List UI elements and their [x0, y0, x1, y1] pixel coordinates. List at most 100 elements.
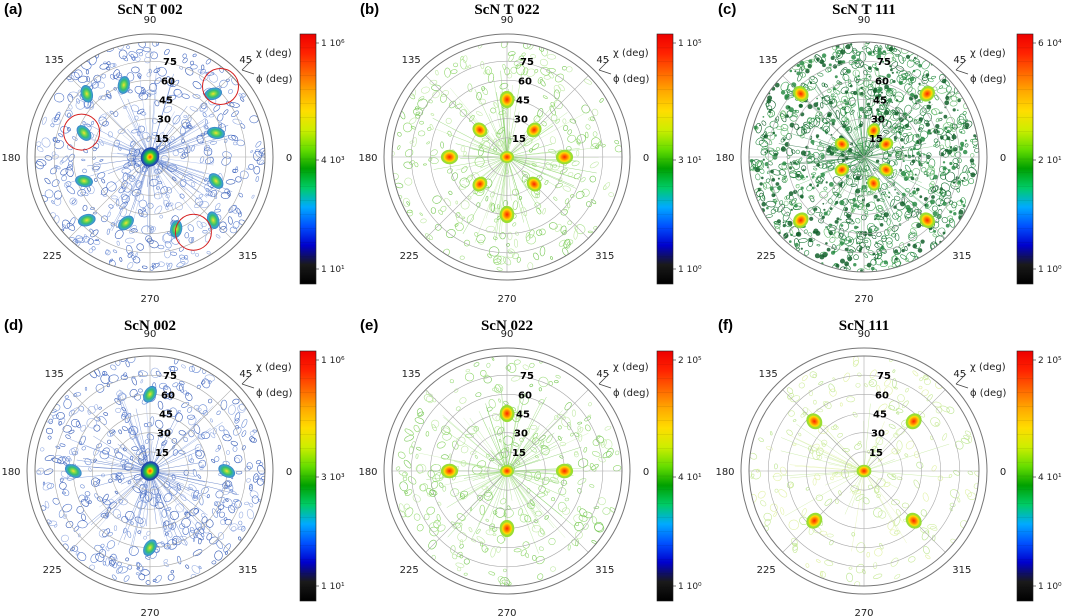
outer-ring — [391, 355, 623, 587]
phi-tick-label: 225 — [43, 565, 62, 576]
outer-ring-2 — [26, 33, 274, 281]
chi-tick-label: 15 — [155, 448, 169, 459]
peak-5 — [856, 464, 872, 478]
peak-10 — [867, 176, 881, 191]
chi-tick-label: 30 — [157, 429, 171, 440]
phi-tick-label: 225 — [400, 565, 419, 576]
chi-tick-label: 45 — [159, 410, 173, 421]
phi-arrow — [241, 383, 255, 389]
phi-tick-label: 45 — [953, 369, 966, 380]
peak-4 — [64, 464, 82, 478]
axis-legend: χ (deg) ϕ (deg) — [598, 362, 650, 399]
outer-ring — [748, 41, 980, 273]
peak-7 — [472, 176, 488, 192]
colorbar: 6 10⁴ 2 10¹ 1 10⁰ — [1016, 33, 1062, 285]
chi-tick-label: 15 — [869, 134, 883, 145]
colorbar-label: 1 10⁵ — [678, 39, 702, 49]
outer-ring-2 — [26, 347, 274, 595]
contour-texture — [749, 42, 979, 272]
phi-axis-label: ϕ (deg) — [256, 388, 293, 399]
chi-arrow — [955, 373, 967, 385]
phi-tick-label: 45 — [596, 369, 609, 380]
colorbar-label: 6 10⁴ — [1038, 39, 1062, 49]
chi-arrow — [598, 373, 610, 385]
phi-tick-label: 270 — [497, 294, 516, 305]
chi-tick-label: 75 — [877, 371, 891, 382]
outer-ring-2 — [383, 33, 631, 281]
phi-tick-label: 90 — [144, 15, 157, 26]
colorbar: 2 10⁵ 4 10¹ 1 10⁰ — [656, 350, 702, 602]
chi-tick-label: 60 — [161, 76, 175, 87]
chi-tick-label: 30 — [514, 429, 528, 440]
peak-4 — [555, 149, 574, 165]
phi-tick-label: 0 — [286, 467, 292, 478]
chi-tick-label: 45 — [873, 410, 887, 421]
axis-legend: χ (deg) ϕ (deg) — [955, 48, 1007, 85]
panel-letter: (a) — [4, 1, 22, 18]
peak-1 — [919, 86, 935, 102]
chi-tick-label: 60 — [875, 390, 889, 401]
phi-axis-label: ϕ (deg) — [970, 388, 1007, 399]
chi-tick-label: 30 — [871, 429, 885, 440]
peak-3 — [793, 212, 809, 228]
colorbar-label: 1 10⁰ — [678, 265, 702, 275]
phi-axis-label: ϕ (deg) — [613, 74, 650, 85]
phi-axis-label: ϕ (deg) — [970, 74, 1007, 85]
colorbar-label: 2 10⁵ — [1038, 356, 1062, 366]
peak-5 — [500, 465, 514, 477]
peak-6 — [834, 137, 850, 151]
colorbar-gradient — [299, 33, 317, 285]
peak-8 — [878, 163, 894, 177]
outer-ring — [391, 41, 623, 273]
outer-ring-2 — [740, 33, 988, 281]
panel-letter: (e) — [360, 317, 378, 334]
peak-9 — [208, 173, 224, 189]
colorbar: 1 10⁶ 4 10³ 1 10¹ — [299, 33, 345, 285]
phi-tick-label: 225 — [757, 565, 776, 576]
pole-figure-2: 0 45 90 135 180 225 270 315 15 30 45 60 75 χ (deg) ϕ (… — [358, 1, 702, 305]
phi-tick-label: 315 — [952, 565, 971, 576]
phi-tick-label: 315 — [595, 251, 614, 262]
outer-ring — [748, 355, 980, 587]
phi-tick-label: 45 — [239, 369, 252, 380]
pole-figure-4: 0 45 90 135 180 225 270 315 15 30 45 60 75 χ (deg) ϕ (… — [1, 317, 345, 616]
chi-tick-label: 15 — [512, 134, 526, 145]
peak-9 — [500, 151, 514, 163]
peak-4 — [77, 213, 96, 227]
peak-7 — [207, 126, 225, 140]
phi-tick-label: 180 — [1, 153, 20, 164]
axis-legend: χ (deg) ϕ (deg) — [241, 362, 293, 399]
peak-11 — [118, 215, 134, 231]
chi-arrow — [955, 59, 967, 71]
panel-letter: (b) — [360, 1, 379, 18]
chi-tick-label: 75 — [163, 371, 177, 382]
axis-legend: χ (deg) ϕ (deg) — [598, 48, 650, 85]
phi-arrow — [598, 383, 612, 389]
peak-12 — [170, 220, 183, 238]
phi-arrow — [241, 69, 255, 75]
colorbar-label: 2 10¹ — [1038, 156, 1062, 166]
peak-2 — [218, 464, 236, 478]
phi-tick-label: 225 — [400, 251, 419, 262]
annotation-circle-3 — [174, 213, 212, 251]
phi-tick-label: 0 — [643, 153, 649, 164]
phi-axis-label: ϕ (deg) — [613, 388, 650, 399]
peak-8 — [526, 176, 542, 192]
colorbar-label: 4 10¹ — [1038, 473, 1062, 483]
peak-9 — [867, 123, 881, 138]
colorbar-label: 3 10¹ — [678, 156, 702, 166]
colorbar-label: 1 10⁶ — [321, 39, 345, 49]
phi-tick-label: 270 — [497, 608, 516, 616]
phi-tick-label: 270 — [140, 294, 159, 305]
peak-5 — [526, 122, 542, 138]
peak-5 — [878, 137, 894, 151]
chi-axis-label: χ (deg) — [256, 362, 292, 373]
outer-ring — [34, 41, 266, 273]
phi-arrow — [955, 383, 969, 389]
peak-4 — [555, 463, 574, 479]
chi-tick-label: 45 — [516, 410, 530, 421]
outer-ring-2 — [383, 347, 631, 595]
colorbar-gradient — [1016, 33, 1034, 285]
outer-ring-2 — [740, 347, 988, 595]
peak-2 — [806, 413, 823, 430]
